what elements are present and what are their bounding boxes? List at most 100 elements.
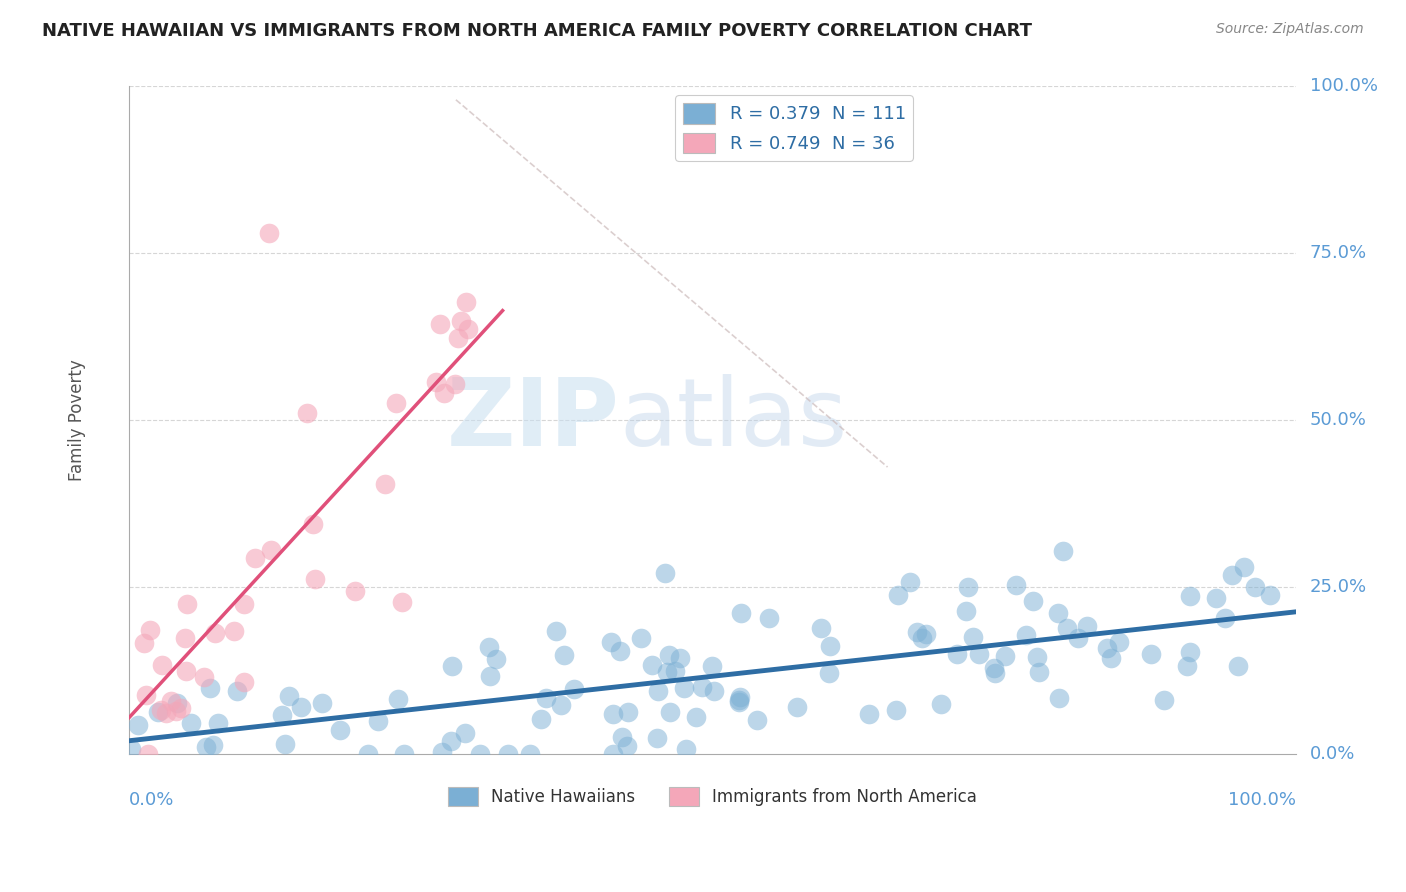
Point — [983, 660, 1005, 674]
Point — [1258, 588, 1281, 602]
Point — [446, 330, 468, 344]
Point — [198, 681, 221, 696]
Point — [1220, 568, 1243, 582]
Point — [468, 747, 491, 762]
Point — [484, 652, 506, 666]
Point — [374, 477, 396, 491]
Point — [159, 694, 181, 708]
Point — [433, 386, 456, 401]
Point — [195, 740, 218, 755]
Point — [645, 731, 668, 745]
Point — [957, 580, 980, 594]
Point — [202, 738, 225, 752]
Point — [1099, 651, 1122, 665]
Point — [962, 630, 984, 644]
Point — [225, 683, 247, 698]
Text: 100.0%: 100.0% — [1310, 78, 1378, 95]
Text: Source: ZipAtlas.com: Source: ZipAtlas.com — [1216, 22, 1364, 37]
Point — [127, 717, 149, 731]
Point — [1153, 693, 1175, 707]
Point — [1047, 607, 1070, 621]
Point — [664, 665, 686, 679]
Point — [818, 666, 841, 681]
Point — [610, 730, 633, 744]
Point — [550, 698, 572, 712]
Point — [1076, 618, 1098, 632]
Point — [243, 551, 266, 566]
Text: 25.0%: 25.0% — [1310, 578, 1367, 596]
Point — [139, 623, 162, 637]
Point — [432, 746, 454, 760]
Point — [758, 610, 780, 624]
Point — [1213, 611, 1236, 625]
Point — [478, 669, 501, 683]
Text: atlas: atlas — [619, 375, 848, 467]
Point — [150, 658, 173, 673]
Point — [728, 690, 751, 705]
Point — [655, 665, 678, 679]
Point — [120, 742, 142, 756]
Point — [429, 317, 451, 331]
Point — [730, 606, 752, 620]
Point — [207, 716, 229, 731]
Point — [685, 710, 707, 724]
Point — [534, 690, 557, 705]
Point — [675, 742, 697, 756]
Point — [530, 712, 553, 726]
Point — [898, 574, 921, 589]
Point — [553, 648, 575, 662]
Text: ZIP: ZIP — [446, 375, 619, 467]
Point — [946, 647, 969, 661]
Point — [134, 636, 156, 650]
Point — [602, 747, 624, 762]
Point — [602, 706, 624, 721]
Point — [617, 706, 640, 720]
Point — [174, 631, 197, 645]
Point — [135, 688, 157, 702]
Point — [457, 322, 479, 336]
Point — [654, 566, 676, 581]
Point — [454, 725, 477, 739]
Point — [166, 704, 188, 718]
Point — [1005, 578, 1028, 592]
Point — [858, 707, 880, 722]
Point — [180, 715, 202, 730]
Point — [496, 747, 519, 762]
Point — [1108, 634, 1130, 648]
Point — [155, 706, 177, 721]
Point — [747, 713, 769, 727]
Text: 50.0%: 50.0% — [1310, 411, 1367, 429]
Point — [609, 644, 631, 658]
Point — [150, 703, 173, 717]
Point — [454, 295, 477, 310]
Point — [343, 584, 366, 599]
Point — [703, 684, 725, 698]
Point — [357, 747, 380, 761]
Point — [367, 714, 389, 728]
Point — [641, 657, 664, 672]
Point — [600, 635, 623, 649]
Point — [562, 682, 585, 697]
Point — [1140, 647, 1163, 661]
Point — [702, 659, 724, 673]
Point — [818, 640, 841, 654]
Text: NATIVE HAWAIIAN VS IMMIGRANTS FROM NORTH AMERICA FAMILY POVERTY CORRELATION CHAR: NATIVE HAWAIIAN VS IMMIGRANTS FROM NORTH… — [42, 22, 1032, 40]
Point — [1180, 645, 1202, 659]
Point — [905, 624, 928, 639]
Point — [647, 683, 669, 698]
Point — [1022, 593, 1045, 607]
Point — [440, 658, 463, 673]
Point — [1233, 559, 1256, 574]
Point — [278, 690, 301, 704]
Point — [233, 675, 256, 690]
Point — [983, 666, 1005, 681]
Point — [727, 695, 749, 709]
Point — [955, 604, 977, 618]
Point — [884, 703, 907, 717]
Point — [546, 624, 568, 639]
Point — [301, 516, 323, 531]
Point — [1026, 650, 1049, 665]
Text: Family Poverty: Family Poverty — [67, 359, 86, 481]
Text: 0.0%: 0.0% — [129, 791, 174, 809]
Point — [478, 640, 501, 655]
